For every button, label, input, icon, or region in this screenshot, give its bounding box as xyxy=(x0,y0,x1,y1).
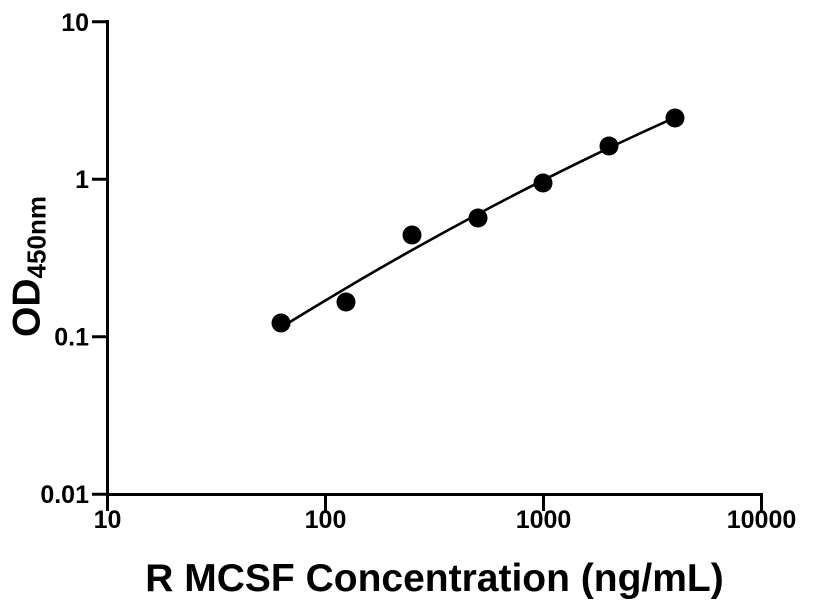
svg-text:100: 100 xyxy=(305,506,347,534)
svg-text:R MCSF Concentration (ng/mL): R MCSF Concentration (ng/mL) xyxy=(145,557,723,600)
svg-text:1000: 1000 xyxy=(516,506,572,534)
svg-text:10000: 10000 xyxy=(727,506,797,534)
svg-text:1: 1 xyxy=(75,166,89,194)
svg-text:0.1: 0.1 xyxy=(54,324,89,352)
svg-text:10: 10 xyxy=(61,9,89,37)
svg-text:0.01: 0.01 xyxy=(40,481,89,509)
svg-text:10: 10 xyxy=(94,506,122,534)
svg-text:OD450nm: OD450nm xyxy=(6,196,52,337)
